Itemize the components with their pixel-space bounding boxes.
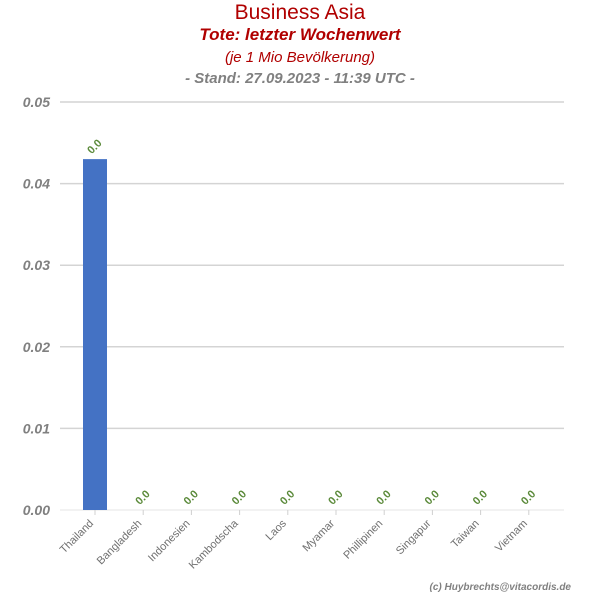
data-label: 0.0 <box>519 488 538 507</box>
bars <box>83 159 107 510</box>
y-tick-label: 0.03 <box>23 257 50 273</box>
x-tick-label: Bangladesh <box>95 518 145 568</box>
bar <box>83 159 107 510</box>
chart-subtitle-population: (je 1 Mio Bevölkerung) <box>225 49 375 66</box>
data-label: 0.0 <box>374 488 393 507</box>
x-tick-label: Thailand <box>58 518 96 556</box>
y-axis-ticks: 0.00 0.01 0.02 0.03 0.04 0.05 <box>23 94 50 518</box>
x-tick-label: Vietnam <box>493 518 530 555</box>
data-label: 0.0 <box>85 137 104 156</box>
data-label: 0.0 <box>326 488 345 507</box>
data-label: 0.0 <box>230 488 249 507</box>
data-label: 0.0 <box>471 488 490 507</box>
x-tick-label: Myamar <box>301 517 338 554</box>
chart-title: Business Asia <box>235 1 366 24</box>
data-label: 0.0 <box>278 488 297 507</box>
x-tick-label: Indonesien <box>146 518 193 565</box>
gridlines <box>60 101 564 511</box>
y-tick-label: 0.00 <box>23 502 50 518</box>
x-tick-label: Singapur <box>394 517 434 557</box>
y-tick-label: 0.04 <box>23 176 50 192</box>
data-labels: 0.0 0.0 0.0 0.0 0.0 0.0 0.0 0.0 0.0 0.0 <box>85 137 538 507</box>
y-tick-label: 0.01 <box>23 420 50 436</box>
chart-timestamp: - Stand: 27.09.2023 - 11:39 UTC - <box>185 70 415 87</box>
y-tick-label: 0.05 <box>23 94 50 110</box>
x-tick-label: Laos <box>264 517 290 543</box>
x-tick-label: Taiwan <box>449 518 482 551</box>
x-tick-label: Kambodscha <box>187 517 242 572</box>
data-label: 0.0 <box>182 488 201 507</box>
y-tick-label: 0.02 <box>23 339 50 355</box>
credit-text: (c) Huybrechts@vitacordis.de <box>430 582 572 593</box>
x-tick-label: Phillipinen <box>341 518 385 562</box>
data-label: 0.0 <box>133 488 152 507</box>
chart-subtitle: Tote: letzter Wochenwert <box>199 25 402 44</box>
data-label: 0.0 <box>423 488 442 507</box>
